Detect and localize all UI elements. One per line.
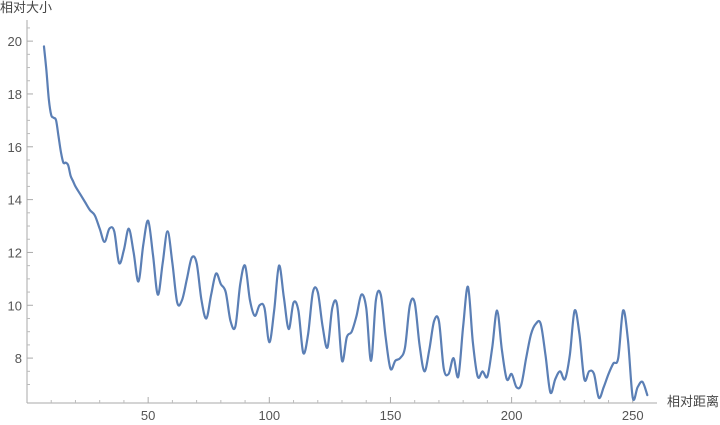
axes	[26, 20, 657, 404]
y-tick-label: 16	[8, 140, 22, 155]
y-tick-label: 14	[8, 193, 22, 208]
x-tick-label: 150	[380, 408, 402, 423]
y-tick-label: 8	[15, 351, 22, 366]
x-tick-label: 250	[622, 408, 644, 423]
ticks: 50 100 150 200 250 8 10 12 14 16 18 20	[8, 27, 644, 423]
y-tick-label: 20	[8, 34, 22, 49]
x-tick-label: 200	[501, 408, 523, 423]
series-layer	[42, 45, 649, 401]
y-tick-label: 18	[8, 87, 22, 102]
y-axis-title: 相对大小	[0, 1, 52, 16]
x-tick-label: 50	[141, 408, 155, 423]
y-tick-label: 10	[8, 298, 22, 313]
x-axis-title: 相对距离	[667, 394, 719, 410]
y-tick-label: 12	[8, 245, 22, 260]
x-tick-label: 100	[258, 408, 280, 423]
series-line	[42, 45, 649, 401]
